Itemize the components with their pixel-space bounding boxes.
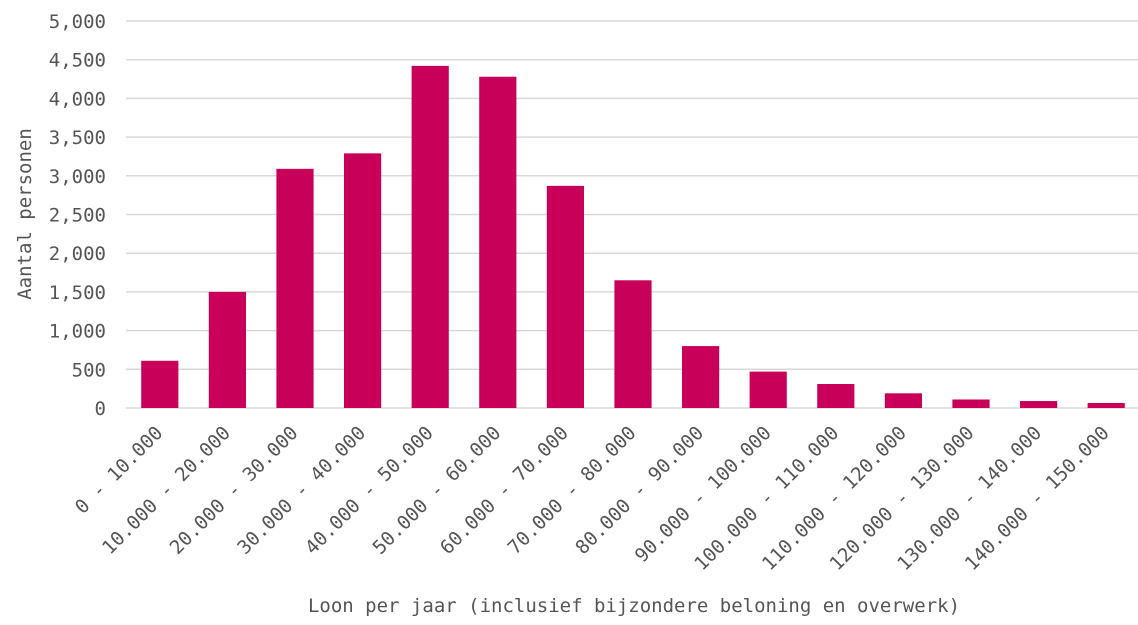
y-tick-label: 1,500 — [49, 282, 106, 304]
bars — [141, 65, 1125, 408]
y-axis-ticks: 0 500 1,000 1,500 2,000 2,500 3,000 3,500 4,000 4… — [49, 11, 106, 420]
bar — [141, 360, 179, 408]
x-tick-label: 30.000 - 40.000 — [233, 422, 370, 559]
y-axis-title: Aantal personen — [14, 128, 36, 300]
x-tick-label: 40.000 - 50.000 — [301, 422, 438, 559]
bar — [208, 291, 246, 408]
bar — [614, 280, 652, 408]
y-tick-label: 4,500 — [49, 50, 106, 72]
y-tick-label: 5,000 — [49, 11, 106, 33]
x-tick-label: 60.000 - 70.000 — [436, 422, 573, 559]
y-tick-label: 500 — [72, 359, 106, 381]
y-tick-label: 3,000 — [49, 166, 106, 188]
y-tick-label: 0 — [95, 398, 106, 420]
y-tick-label: 4,000 — [49, 88, 106, 110]
bar — [344, 153, 382, 408]
bar — [546, 185, 584, 408]
bar — [749, 371, 787, 408]
x-tick-label: 50.000 - 60.000 — [368, 422, 505, 559]
y-tick-label: 3,500 — [49, 127, 106, 149]
bar — [276, 168, 314, 408]
x-tick-label: 70.000 - 80.000 — [504, 422, 641, 559]
bar — [1020, 401, 1058, 408]
x-tick-label: 10.000 - 20.000 — [98, 422, 235, 559]
bar — [479, 76, 517, 408]
x-tick-label: 20.000 - 30.000 — [166, 422, 303, 559]
x-tick-label: 80.000 - 90.000 — [571, 422, 708, 559]
y-tick-label: 1,000 — [49, 321, 106, 343]
y-tick-label: 2,000 — [49, 243, 106, 265]
bar — [1087, 402, 1125, 408]
bar — [817, 384, 855, 408]
bar — [884, 393, 922, 408]
x-axis-title: Loon per jaar (inclusief bijzondere belo… — [308, 595, 960, 617]
bar — [411, 65, 449, 408]
bar — [952, 399, 990, 408]
bar — [682, 346, 720, 408]
y-tick-label: 2,500 — [49, 205, 106, 227]
